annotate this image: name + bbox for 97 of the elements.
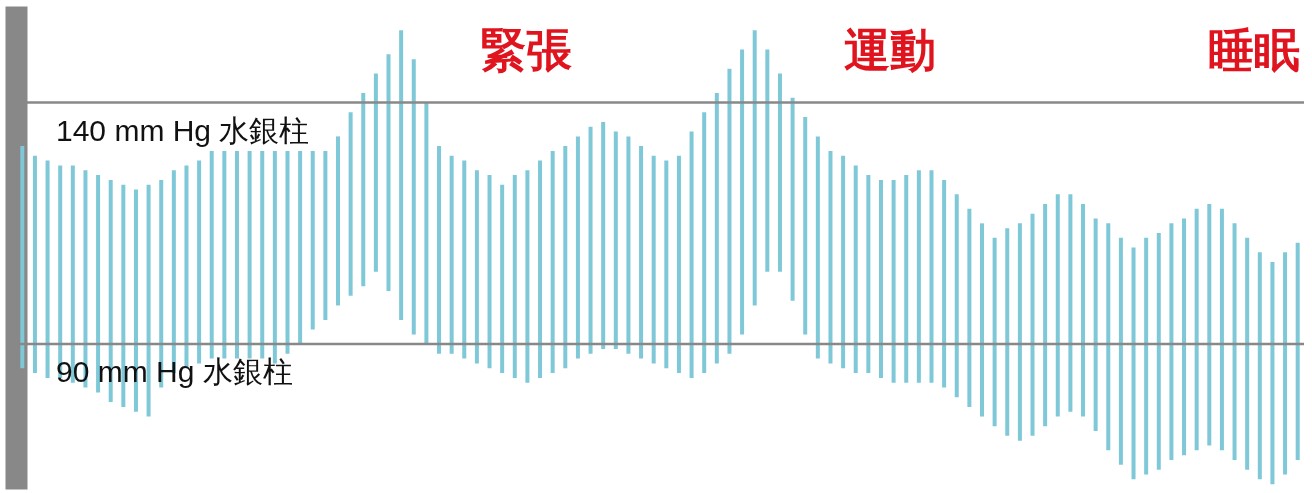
bar <box>1144 237 1149 475</box>
bar <box>1194 208 1199 451</box>
bar <box>462 160 467 359</box>
bar <box>777 73 782 272</box>
bar <box>563 146 568 369</box>
bar <box>765 49 770 272</box>
bar <box>1118 237 1123 465</box>
bar <box>1017 223 1022 441</box>
bar <box>525 170 530 383</box>
bar <box>752 30 757 306</box>
bar <box>1182 218 1187 456</box>
bar <box>222 150 227 359</box>
bar <box>424 102 429 345</box>
bar <box>828 150 833 364</box>
bar <box>1245 237 1250 470</box>
bar <box>841 155 846 369</box>
bar <box>866 175 871 374</box>
bar <box>664 160 669 369</box>
bar <box>689 131 694 378</box>
bar <box>146 184 151 417</box>
bar <box>1106 223 1111 451</box>
bar <box>790 97 795 301</box>
bar <box>588 126 593 354</box>
bar <box>1283 252 1288 475</box>
bar <box>348 112 353 296</box>
bar <box>550 150 555 374</box>
bar <box>538 160 543 378</box>
bar <box>714 92 719 364</box>
bar <box>1081 204 1086 417</box>
bar <box>234 150 239 359</box>
bar <box>96 175 101 393</box>
bar <box>45 160 50 378</box>
bar <box>247 150 252 359</box>
bar <box>639 146 644 359</box>
bar <box>992 237 997 427</box>
bar <box>803 117 808 335</box>
bar <box>651 155 656 364</box>
bar <box>361 92 366 287</box>
bar <box>954 194 959 398</box>
bar <box>197 160 202 364</box>
bar <box>1270 261 1275 485</box>
bar <box>1093 218 1098 432</box>
bar <box>285 150 290 354</box>
bar <box>209 150 214 359</box>
bar <box>500 184 505 374</box>
bar <box>1055 194 1060 417</box>
bar <box>487 175 492 369</box>
bar <box>399 30 404 320</box>
annotation: 緊張 <box>480 24 573 76</box>
bar <box>727 68 732 354</box>
bar <box>386 54 391 291</box>
bar <box>601 121 606 349</box>
bar <box>613 131 618 349</box>
bar <box>676 155 681 374</box>
bar <box>449 155 454 354</box>
bar <box>474 170 479 364</box>
bar <box>1219 208 1224 451</box>
bar <box>1068 194 1073 412</box>
bar <box>411 59 416 335</box>
bar <box>815 136 820 359</box>
bar <box>1257 252 1262 480</box>
bar <box>626 136 631 354</box>
bar <box>512 175 517 378</box>
bar <box>853 165 858 374</box>
annotation: 睡眠 <box>1208 24 1301 76</box>
bar <box>575 136 580 359</box>
bar <box>967 208 972 407</box>
bar <box>1295 242 1300 461</box>
bar <box>260 150 265 359</box>
bar <box>1043 204 1048 427</box>
bar <box>980 223 984 417</box>
bar <box>740 49 745 335</box>
bar <box>1005 228 1010 436</box>
bar <box>1207 204 1212 446</box>
bar <box>904 175 909 383</box>
bar <box>891 179 896 383</box>
bar <box>1156 233 1161 470</box>
annotation: 運動 <box>844 24 937 76</box>
bar <box>929 170 934 383</box>
bar <box>1030 213 1035 436</box>
bar <box>437 146 442 354</box>
bar <box>310 150 315 330</box>
bar <box>702 112 707 374</box>
bar <box>878 179 883 378</box>
bar <box>32 155 37 374</box>
bar <box>1131 247 1136 480</box>
bar <box>1232 223 1237 461</box>
bar <box>942 179 947 388</box>
bar <box>916 170 921 383</box>
bar <box>373 73 378 272</box>
ref-line-label: 90 mm Hg 水銀柱 <box>56 355 293 389</box>
ref-line-label: 140 mm Hg 水銀柱 <box>56 113 310 147</box>
bar <box>336 136 340 306</box>
bar <box>323 150 328 320</box>
bar <box>298 150 303 345</box>
bar <box>20 146 25 369</box>
bar <box>1169 223 1174 461</box>
